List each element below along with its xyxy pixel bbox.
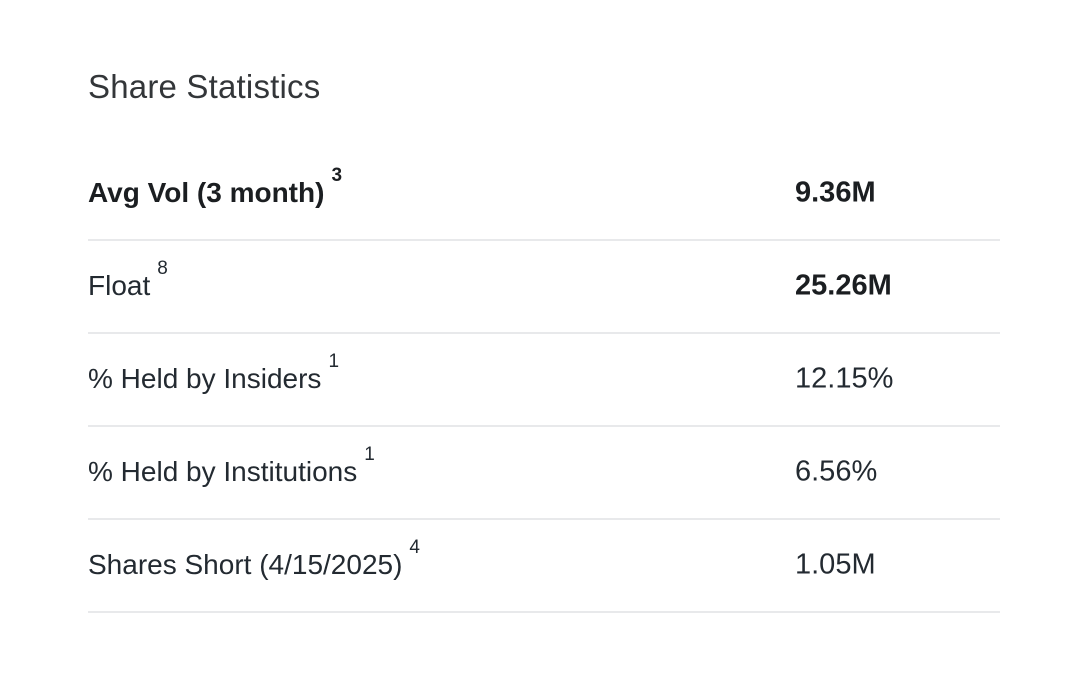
stats-table: Avg Vol (3 month) 3 9.36M Float 8 25.26M %…: [88, 148, 1000, 613]
stat-value: 1.05M: [795, 548, 876, 581]
table-row-float: Float 8 25.26M: [88, 241, 1000, 334]
table-row-shares-short: Shares Short (4/15/2025) 4 1.05M: [88, 520, 1000, 613]
stat-label-text: % Held by Institutions: [88, 456, 358, 488]
stat-label: Avg Vol (3 month) 3: [88, 166, 342, 209]
footnote-marker: 3: [331, 165, 343, 187]
stat-label: Shares Short (4/15/2025) 4: [88, 538, 420, 581]
stat-label: % Held by Institutions 1: [88, 445, 375, 488]
footnote-marker: 4: [409, 537, 420, 559]
stat-value: 12.15%: [795, 362, 894, 395]
stat-value: 9.36M: [795, 176, 876, 209]
stat-label-text: Shares Short (4/15/2025): [88, 549, 403, 581]
stat-value: 25.26M: [795, 269, 892, 302]
stat-label-text: Avg Vol (3 month): [88, 177, 325, 209]
stat-label-text: Float: [88, 270, 151, 302]
footnote-marker: 1: [364, 444, 375, 466]
footnote-marker: 1: [328, 351, 340, 373]
stat-label: % Held by Insiders 1: [88, 352, 339, 395]
stat-label-text: % Held by Insiders: [88, 363, 322, 395]
footnote-marker: 8: [157, 258, 168, 280]
stat-label: Float 8: [88, 259, 168, 302]
table-row-held-by-insiders: % Held by Insiders 1 12.15%: [88, 334, 1000, 427]
stat-value: 6.56%: [795, 455, 878, 488]
section-title: Share Statistics: [88, 68, 321, 105]
share-statistics-section: Share Statistics Avg Vol (3 month) 3 9.36…: [88, 68, 1000, 613]
table-row-held-by-institutions: % Held by Institutions 1 6.56%: [88, 427, 1000, 520]
table-row-avg-vol: Avg Vol (3 month) 3 9.36M: [88, 148, 1000, 241]
